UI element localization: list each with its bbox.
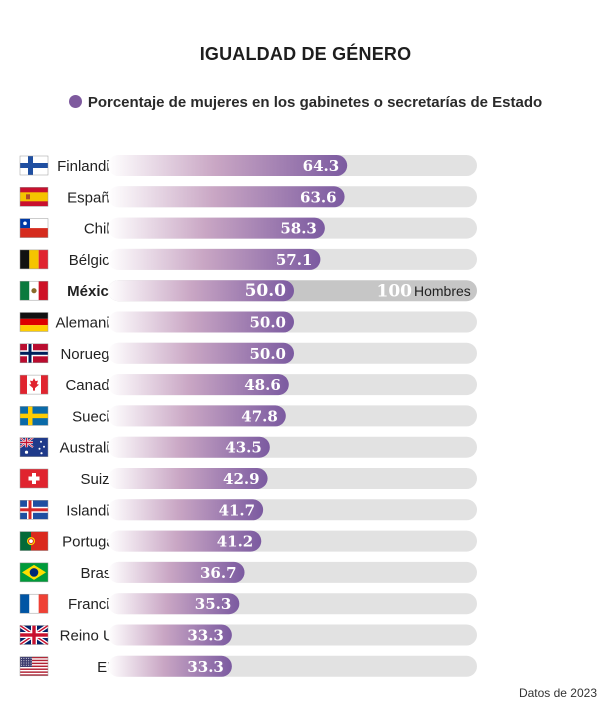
bar-row: Suiza 42.9 (19, 468, 477, 489)
bar (108, 436, 270, 458)
bar-row: Finlandia 64.3 (19, 155, 477, 176)
bar (108, 593, 240, 615)
value-label: 41.2 (217, 533, 254, 551)
bar-row: España 63.6 (19, 186, 477, 208)
value-label: 50.0 (249, 314, 286, 332)
bar (108, 405, 286, 427)
bar (108, 561, 245, 583)
finland-flag-icon (19, 155, 49, 176)
bar-row: Suecia 47.8 (19, 405, 477, 427)
value-label: 43.5 (225, 439, 262, 457)
bar-row: Portugal 41.2 (19, 530, 477, 552)
category-label: España (67, 189, 119, 206)
chart-title: IGUALDAD DE GÉNERO (199, 44, 412, 64)
legend-label: Porcentaje de mujeres en los gabinetes o… (87, 94, 543, 111)
value-label: 35.3 (195, 595, 232, 613)
bar (108, 155, 348, 176)
category-label: Finlandia (57, 158, 119, 175)
value-label: 47.8 (241, 407, 278, 425)
bar (108, 280, 294, 302)
value-label: 57.1 (276, 251, 313, 269)
brazil-flag-icon (19, 562, 49, 583)
category-label: Bélgica (69, 252, 119, 269)
bar-row: Alemania 50.0 (19, 311, 477, 333)
bar-row: México 100 Hombres 50.0 (19, 280, 477, 302)
bar-row: Noruega 50.0 (19, 342, 477, 364)
category-label: México (67, 283, 118, 300)
value-label: 63.6 (300, 188, 337, 206)
bar-row: Francia 35.3 (19, 593, 477, 615)
value-label: 41.7 (219, 501, 256, 519)
bar (108, 624, 232, 646)
switzerland-flag-icon (19, 468, 49, 489)
bar-row: Islandia 41.7 (19, 499, 477, 521)
canada-flag-icon (19, 374, 49, 395)
portugal-flag-icon (19, 531, 49, 551)
mexico-flag-icon (19, 280, 49, 301)
value-label: 50.0 (249, 345, 286, 363)
spain-flag-icon (19, 187, 49, 207)
bar (108, 499, 264, 521)
bar (108, 311, 294, 333)
usa-flag-icon (19, 656, 49, 677)
bar-row: EU 33.3 (19, 655, 477, 677)
bar (108, 655, 232, 677)
bar-row: Canadá 48.6 (19, 374, 477, 396)
value-label: 64.3 (303, 157, 340, 175)
legend: Porcentaje de mujeres en los gabinetes o… (0, 94, 611, 111)
chile-flag-icon (19, 218, 49, 238)
belgium-flag-icon (19, 249, 49, 270)
bar (108, 342, 294, 364)
value-label: 36.7 (200, 564, 237, 582)
france-flag-icon (19, 593, 49, 614)
bar (108, 186, 345, 208)
bar-row: Chile 58.3 (19, 217, 477, 239)
bar-row: Australia 43.5 (19, 436, 477, 458)
australia-flag-icon (19, 436, 49, 457)
bar (108, 468, 268, 489)
category-label: Australia (60, 440, 119, 457)
value-label: 48.6 (244, 376, 281, 394)
iceland-flag-icon (19, 500, 49, 520)
legend-swatch (68, 95, 82, 108)
category-label: Canadá (65, 377, 118, 394)
uk-flag-icon (18, 623, 50, 647)
bar (108, 530, 262, 552)
men-legend-label: Hombres (414, 283, 471, 299)
value-label: 50.0 (245, 281, 287, 301)
category-label: Reino U. (60, 628, 118, 645)
germany-flag-icon (19, 312, 49, 332)
category-label: Portugal (62, 534, 118, 551)
category-label: Alemania (55, 315, 118, 332)
bar-row: Bélgica 57.1 (19, 248, 477, 270)
sweden-flag-icon (19, 406, 49, 426)
source-note: Datos de 2023 (518, 686, 597, 700)
bar (108, 217, 325, 239)
men-value-label: 100 (377, 282, 413, 302)
value-label: 58.3 (280, 220, 317, 238)
bar-row: Reino U. 33.3 (18, 623, 477, 647)
category-label: Islandia (66, 502, 118, 519)
category-label: Suecia (72, 408, 119, 425)
value-label: 33.3 (187, 658, 224, 676)
category-label: Francia (68, 596, 119, 613)
value-label: 33.3 (187, 627, 224, 645)
value-label: 42.9 (223, 470, 260, 488)
bar (108, 374, 289, 396)
bar (108, 248, 321, 270)
category-label: Noruega (60, 346, 118, 363)
bar-row: Brasil 36.7 (19, 561, 477, 583)
norway-flag-icon (19, 343, 49, 364)
